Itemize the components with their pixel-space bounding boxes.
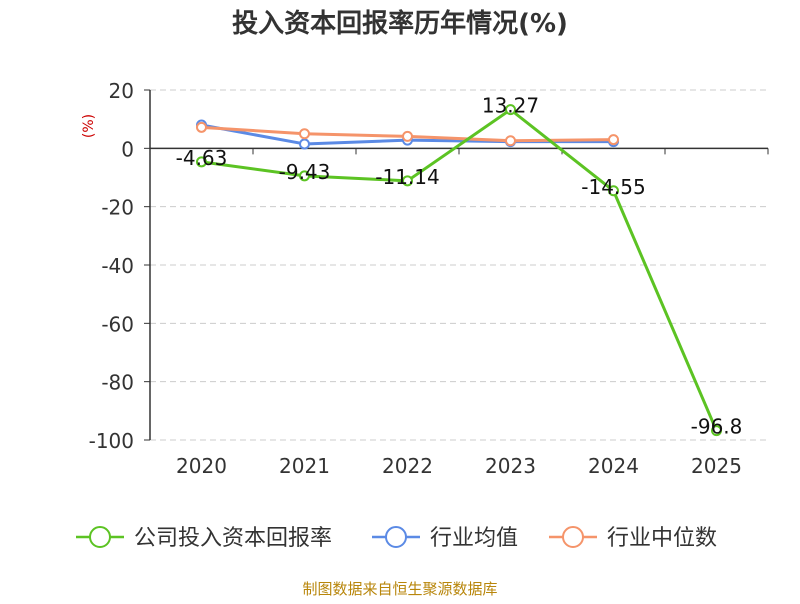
x-tick-label: 2023 — [485, 454, 536, 478]
data-point-1 — [299, 138, 310, 150]
legend-item-2[interactable]: 行业中位数 — [549, 526, 717, 551]
data-point-0 — [711, 425, 722, 437]
x-tick-label: 2024 — [588, 454, 639, 478]
data-point-2 — [608, 134, 619, 146]
data-point-2 — [299, 128, 310, 140]
data-point-0 — [505, 104, 516, 116]
data-label: 13.27 — [482, 94, 539, 118]
x-tick-label: 2020 — [176, 454, 227, 478]
y-tick-label: -80 — [101, 371, 134, 395]
data-label: -96.8 — [691, 415, 743, 439]
legend-label: 公司投入资本回报率 — [134, 526, 332, 551]
data-label: -9.43 — [279, 160, 331, 184]
data-labels: -4.63 -9.43 -11.14 13.27 -14.55 -96.8 — [176, 94, 743, 439]
x-tick-label: 2022 — [382, 454, 433, 478]
legend-swatch-marker — [89, 526, 111, 548]
legend-item-0[interactable]: 公司投入资本回报率 — [76, 526, 332, 551]
y-tick-label: 20 — [109, 79, 134, 103]
y-tick-label: -40 — [101, 254, 134, 278]
data-label: -14.55 — [581, 175, 645, 199]
data-point-2 — [196, 121, 207, 133]
data-point-0 — [402, 175, 413, 187]
legend-swatch-marker — [562, 526, 584, 548]
x-tick-label: 2021 — [279, 454, 330, 478]
series-line-0 — [201, 108, 718, 432]
y-tick-label: -60 — [101, 312, 134, 336]
y-axis-label: (%) — [81, 114, 97, 138]
data-point-2 — [505, 135, 516, 147]
chart-title: 投入资本回报率历年情况(%) — [232, 8, 568, 39]
legend[interactable]: 公司投入资本回报率 行业均值 行业中位数 — [76, 526, 717, 551]
y-tick-label: -20 — [101, 196, 134, 220]
data-label: -11.14 — [375, 165, 439, 189]
axes: 20 0 -20 -40 -60 -80 -100 2020 2021 2022 2023 2024 2… — [89, 79, 769, 478]
series-group — [196, 104, 722, 437]
y-tick-label: 0 — [121, 137, 134, 161]
data-label: -4.63 — [176, 146, 228, 170]
source-note: 制图数据来自恒生聚源数据库 — [302, 580, 497, 598]
legend-item-1[interactable]: 行业均值 — [372, 526, 518, 551]
legend-swatch-marker — [385, 526, 407, 548]
data-point-0 — [299, 170, 310, 182]
x-tick-label: 2025 — [691, 454, 742, 478]
data-point-0 — [196, 156, 207, 168]
grid-lines — [150, 89, 768, 441]
legend-label: 行业中位数 — [607, 526, 717, 551]
y-tick-label: -100 — [89, 429, 134, 453]
data-point-2 — [402, 130, 413, 142]
legend-label: 行业均值 — [430, 526, 518, 551]
data-point-0 — [608, 185, 619, 197]
